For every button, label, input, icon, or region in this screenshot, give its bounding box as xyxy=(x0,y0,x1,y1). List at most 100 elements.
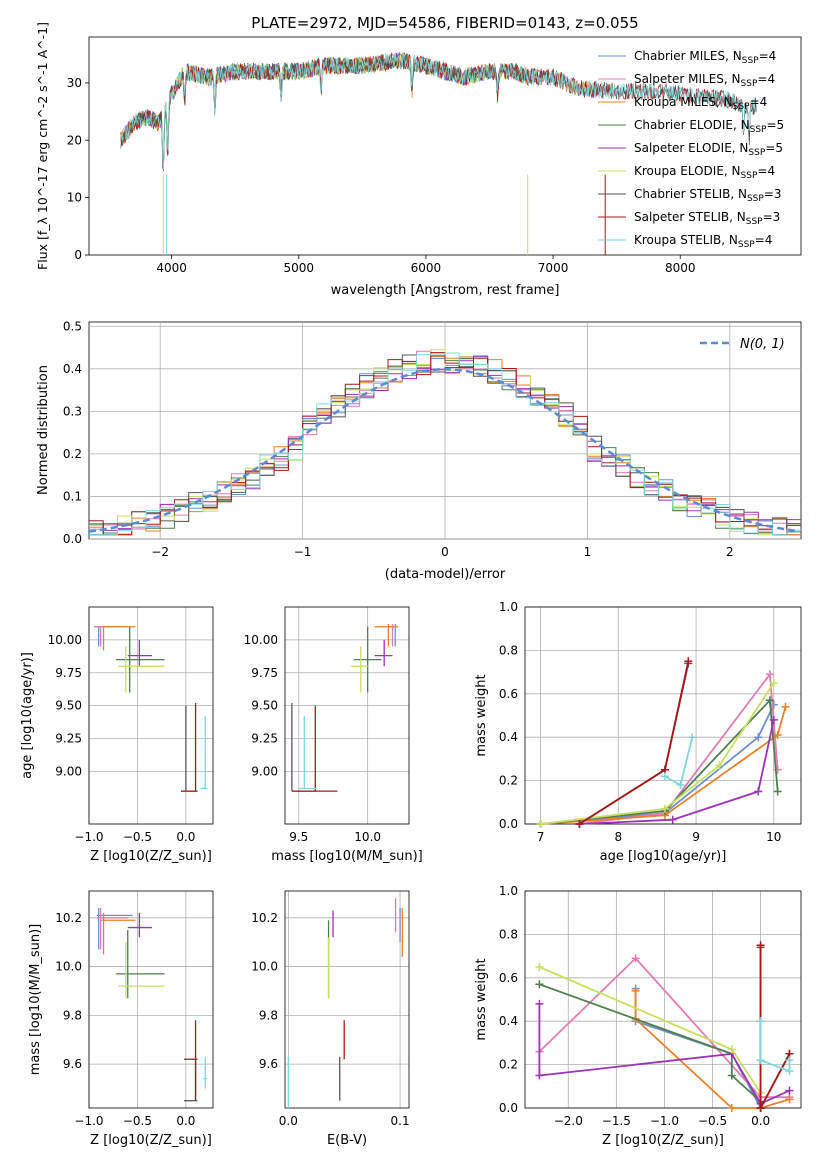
ytick-label: 0.2 xyxy=(499,774,518,788)
xtick-label: 0.1 xyxy=(391,1114,410,1128)
series-line xyxy=(664,736,694,787)
ytick-label: 9.8 xyxy=(63,1008,82,1022)
hist-step-salpeter-stelib xyxy=(89,352,801,536)
series-marker xyxy=(756,1104,765,1112)
xtick-label: 8 xyxy=(614,830,622,844)
panel-frame xyxy=(88,606,214,825)
panel-xlabel: Z [log10(Z/Z_sun)] xyxy=(602,1133,724,1148)
legend-entry: Kroupa MILES, NSSP=4 xyxy=(634,95,767,112)
series-marker xyxy=(535,980,544,989)
spectrum-ytick-label: 20 xyxy=(67,133,82,147)
spectrum-ylabel: Flux [f_λ 10^-17 erg cm^-2 s^-1 A^-1] xyxy=(35,22,50,270)
ytick-label: 10.00 xyxy=(48,633,82,647)
series-marker xyxy=(676,780,685,789)
hist-xtick-label: −2 xyxy=(151,545,169,559)
age-vs-Z-panel: −1.0 −0.5 0.0 9.00 9.25 9.50 9.75 10.00 Z [log10… xyxy=(20,606,214,864)
ytick-label: 9.25 xyxy=(251,732,278,746)
legend-subscript: SSP xyxy=(733,102,750,112)
spectrum-frame xyxy=(88,36,802,256)
ytick-label: 10.0 xyxy=(55,960,82,974)
series-marker xyxy=(785,1086,794,1095)
ytick-label: 9.00 xyxy=(251,764,278,778)
massweight-vs-Z-panel: −2.0 −1.5 −1.0 −0.5 0.0 0.0 0.2 0.4 0.6 0.8 1.0 Z [… xyxy=(474,884,802,1148)
spectrum-line-chabrier-stelib xyxy=(120,52,757,166)
series-marker xyxy=(715,761,724,770)
legend-subscript: SSP xyxy=(741,79,758,89)
series-line xyxy=(579,719,775,825)
figure-title: PLATE=2972, MJD=54586, FIBERID=0143, z=0… xyxy=(251,14,638,32)
legend-subscript: SSP xyxy=(747,194,764,204)
panel-ylabel: mass [log10(M/M_sun)] xyxy=(28,924,43,1076)
ytick-label: 10.2 xyxy=(251,911,278,925)
xtick-label: −1.5 xyxy=(602,1114,631,1128)
age-vs-mass-panel: 9.5 10.0 9.00 9.25 9.50 9.75 10.00 mass [log10(… xyxy=(244,606,423,864)
series-marker xyxy=(575,820,584,828)
legend-entry: Chabrier ELODIE, NSSP=5 xyxy=(634,118,784,135)
series-marker xyxy=(765,696,774,705)
legend-subscript: SSP xyxy=(746,217,763,227)
series-line xyxy=(540,698,779,825)
hist-xtick-label: −1 xyxy=(294,545,312,559)
spectrum-plot-area: 4000 5000 6000 7000 8000 0 10 20 30 xyxy=(67,51,757,275)
legend-value: =4 xyxy=(757,72,775,86)
series-marker xyxy=(785,1056,794,1065)
xtick-label: −2.0 xyxy=(554,1114,583,1128)
ytick-label: 0.8 xyxy=(499,643,518,657)
series-line xyxy=(539,983,762,1103)
ytick-label: 9.75 xyxy=(251,666,278,680)
series-marker xyxy=(765,670,774,679)
xtick-label: 0.0 xyxy=(176,830,195,844)
ytick-label: 9.00 xyxy=(55,764,82,778)
series-line xyxy=(540,704,775,825)
histogram-xlabel: (data-model)/error xyxy=(385,567,506,582)
ytick-label: 1.0 xyxy=(499,884,518,898)
panel-frame xyxy=(88,890,214,1109)
xtick-label: −0.5 xyxy=(698,1114,727,1128)
ytick-label: 0.4 xyxy=(499,1014,518,1028)
series-marker xyxy=(769,715,778,724)
series-marker xyxy=(535,999,544,1008)
series-marker xyxy=(684,657,693,666)
legend-value: =5 xyxy=(765,141,783,155)
spectrum-line-kroupa-stelib xyxy=(120,51,757,171)
hist-ytick-label: 0.0 xyxy=(63,532,82,546)
series-line xyxy=(540,682,775,825)
xtick-label: −1.0 xyxy=(74,830,103,844)
series-marker xyxy=(631,954,640,963)
series-marker xyxy=(536,820,545,828)
panel-ylabel: age [log10(age/yr)] xyxy=(20,652,35,779)
histogram-panel: −2 −1 0 1 2 0.0 0.1 0.2 0.3 0.4 0.5 (data-model)/e… xyxy=(36,319,802,582)
series-marker xyxy=(773,787,782,796)
series-line xyxy=(634,988,762,1109)
ytick-label: 9.8 xyxy=(259,1008,278,1022)
ytick-label: 0.0 xyxy=(499,1101,518,1115)
ytick-label: 0.6 xyxy=(499,687,518,701)
spectrum-xtick-label: 7000 xyxy=(538,261,569,275)
histogram-plot-area: −2 −1 0 1 2 0.0 0.1 0.2 0.3 0.4 0.5 xyxy=(63,319,801,559)
legend-entry: Kroupa STELIB, NSSP=4 xyxy=(634,233,772,250)
series-marker xyxy=(754,733,763,742)
spectrum-panel: 4000 5000 6000 7000 8000 0 10 20 30 wavelength [… xyxy=(35,22,802,298)
xtick-label: 0.0 xyxy=(279,1114,298,1128)
panel-xlabel: Z [log10(Z/Z_sun)] xyxy=(90,1133,212,1148)
series-marker xyxy=(660,772,669,781)
series-marker xyxy=(535,1071,544,1080)
series-marker xyxy=(660,804,669,813)
ytick-label: 10.2 xyxy=(55,911,82,925)
ytick-label: 9.75 xyxy=(55,666,82,680)
histogram-legend: N(0, 1) xyxy=(700,337,785,352)
panel-ylabel: mass weight xyxy=(474,674,489,756)
legend-entry: Salpeter MILES, NSSP=4 xyxy=(634,72,775,89)
legend-subscript: SSP xyxy=(750,125,767,135)
hist-xtick-label: 2 xyxy=(726,545,734,559)
legend-entry: Chabrier STELIB, NSSP=3 xyxy=(634,187,782,204)
series-marker xyxy=(756,941,765,950)
panel-xlabel: Z [log10(Z/Z_sun)] xyxy=(90,849,212,864)
spectrum-legend: Chabrier MILES, NSSP=4 Salpeter MILES, NS… xyxy=(598,49,784,250)
spectrum-xlabel: wavelength [Angstrom, rest frame] xyxy=(331,283,560,298)
series-marker xyxy=(756,1056,765,1065)
panel-frame xyxy=(524,890,802,1109)
mass-vs-ebv-panel: 0.0 0.1 9.6 9.8 10.0 10.2 E(B-V) xyxy=(251,890,410,1148)
legend-subscript: SSP xyxy=(742,56,759,66)
